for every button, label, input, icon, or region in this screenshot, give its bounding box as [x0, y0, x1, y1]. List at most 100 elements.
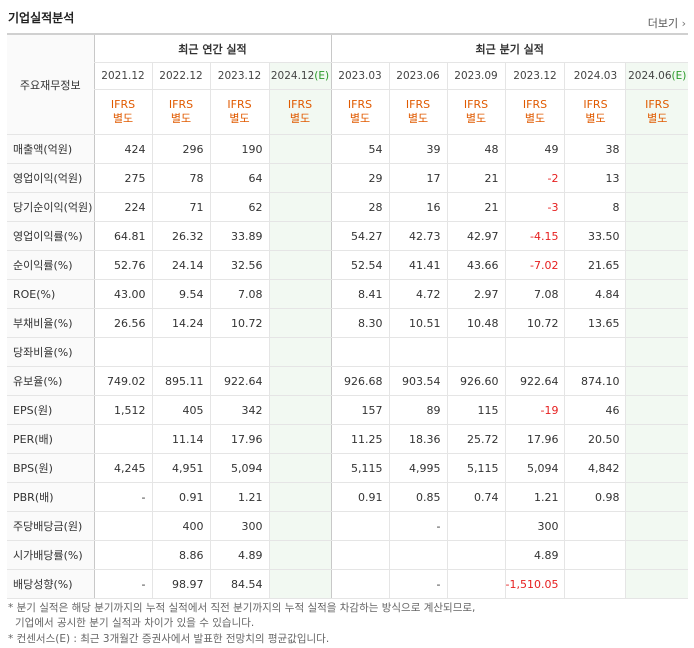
ifrs-line1: IFRS — [110, 98, 136, 111]
value-cell — [625, 337, 688, 367]
value-cell: - — [388, 511, 447, 541]
value-cell: 4,951 — [151, 453, 210, 483]
ifrs-badge: IFRS 별도 — [625, 89, 688, 135]
value-cell: 9.54 — [151, 279, 210, 309]
ifrs-badge: IFRS 별도 — [151, 89, 210, 135]
value-cell — [564, 569, 626, 599]
value-cell — [625, 279, 688, 309]
value-cell: 4.72 — [388, 279, 447, 309]
value-cell — [93, 511, 152, 541]
value-cell: -2 — [504, 163, 565, 193]
period-header: 2024.06(E) — [625, 62, 688, 90]
ifrs-line2: 별도 — [407, 112, 429, 125]
table-row: 유보율(%) 749.02 895.11 922.64 926.68 903.54 926.… — [7, 366, 688, 396]
value-cell: 300 — [504, 511, 565, 541]
value-cell — [330, 337, 389, 367]
value-cell: 48 — [446, 134, 505, 164]
value-cell — [268, 134, 331, 164]
ifrs-line2: 별도 — [585, 112, 606, 125]
value-cell: 115 — [446, 395, 505, 425]
value-cell: 157 — [330, 395, 389, 425]
period-header: 2023.12 — [209, 62, 269, 90]
footnote-line: * 컨센서스(E) : 최근 3개월간 증권사에서 발표한 전망치의 평균값입니… — [8, 633, 330, 645]
value-cell: 0.98 — [564, 482, 626, 512]
period-header: 2024.03 — [564, 62, 626, 90]
value-cell: 98.97 — [151, 569, 210, 599]
value-cell: 41.41 — [388, 250, 447, 280]
period-header: 2023.12 — [504, 62, 565, 90]
value-cell: 7.08 — [504, 279, 565, 309]
value-cell: 38 — [564, 134, 626, 164]
value-cell: 11.14 — [151, 424, 210, 454]
value-cell — [268, 163, 331, 193]
value-cell: 903.54 — [388, 366, 447, 396]
ifrs-badge: IFRS 별도 — [504, 89, 565, 135]
value-cell — [268, 424, 331, 454]
value-cell: 224 — [93, 192, 152, 222]
value-cell: 8.41 — [330, 279, 389, 309]
chevron-right-icon: › — [681, 17, 686, 30]
ifrs-line2: 별도 — [170, 112, 192, 125]
value-cell: 926.60 — [446, 366, 505, 396]
table-row: 영업이익률(%) 64.81 26.32 33.89 54.27 42.73 42.97 -4… — [7, 221, 688, 251]
value-cell: 8.30 — [330, 308, 389, 338]
value-cell: 4,842 — [564, 453, 626, 483]
value-cell: 17.96 — [209, 424, 269, 454]
value-cell: 16 — [388, 192, 447, 222]
row-label: 매출액(억원) — [7, 134, 94, 164]
value-cell — [330, 540, 389, 570]
estimate-mark: (E) — [314, 70, 330, 82]
value-cell — [268, 482, 331, 512]
value-cell — [564, 337, 626, 367]
value-cell: 10.72 — [504, 308, 565, 338]
value-cell — [209, 337, 269, 367]
ifrs-line1: IFRS — [347, 98, 373, 111]
value-cell: 64 — [209, 163, 269, 193]
value-cell: 11.25 — [330, 424, 389, 454]
label-column-header: 주요재무정보 — [7, 34, 94, 135]
ifrs-badge: IFRS 별도 — [564, 89, 626, 135]
value-cell — [625, 192, 688, 222]
value-cell — [268, 395, 331, 425]
value-cell — [330, 569, 389, 599]
value-cell: 922.64 — [209, 366, 269, 396]
value-cell — [151, 337, 210, 367]
value-cell — [625, 250, 688, 280]
value-cell: 43.00 — [93, 279, 152, 309]
more-link[interactable]: 더보기 › — [648, 15, 686, 31]
ifrs-line1: IFRS — [645, 98, 670, 111]
ifrs-line2: 별도 — [349, 112, 371, 125]
value-cell: 0.74 — [446, 482, 505, 512]
value-cell — [268, 511, 331, 541]
table-row: 주당배당금(원) 400 300-300 — [7, 511, 688, 541]
value-cell — [625, 569, 688, 599]
ifrs-badge: IFRS 별도 — [268, 89, 331, 135]
value-cell — [93, 337, 152, 367]
value-cell: 342 — [209, 395, 269, 425]
value-cell: 25.72 — [446, 424, 505, 454]
value-cell: 275 — [93, 163, 152, 193]
value-cell: 4.84 — [564, 279, 626, 309]
value-cell: 4,245 — [93, 453, 152, 483]
value-cell — [625, 424, 688, 454]
value-cell — [625, 511, 688, 541]
value-cell: 52.76 — [93, 250, 152, 280]
row-label: PBR(배) — [7, 482, 94, 512]
value-cell: 1.21 — [209, 482, 269, 512]
period-header: 2021.12 — [93, 62, 152, 90]
value-cell — [268, 540, 331, 570]
value-cell — [388, 337, 447, 367]
ifrs-line1: IFRS — [463, 98, 489, 111]
annual-group-header: 최근 연간 실적 — [93, 34, 331, 63]
value-cell: 10.51 — [388, 308, 447, 338]
row-label: 영업이익(억원) — [7, 163, 94, 193]
table-row: 매출액(억원) 424 296 190 54 39 48 49 38 — [7, 134, 688, 164]
value-cell: 33.89 — [209, 221, 269, 251]
value-cell: 42.97 — [446, 221, 505, 251]
value-cell: 28 — [330, 192, 389, 222]
row-label: EPS(원) — [7, 395, 94, 425]
row-label: 유보율(%) — [7, 366, 94, 396]
value-cell: 0.85 — [388, 482, 447, 512]
value-cell: 62 — [209, 192, 269, 222]
value-cell: 18.36 — [388, 424, 447, 454]
